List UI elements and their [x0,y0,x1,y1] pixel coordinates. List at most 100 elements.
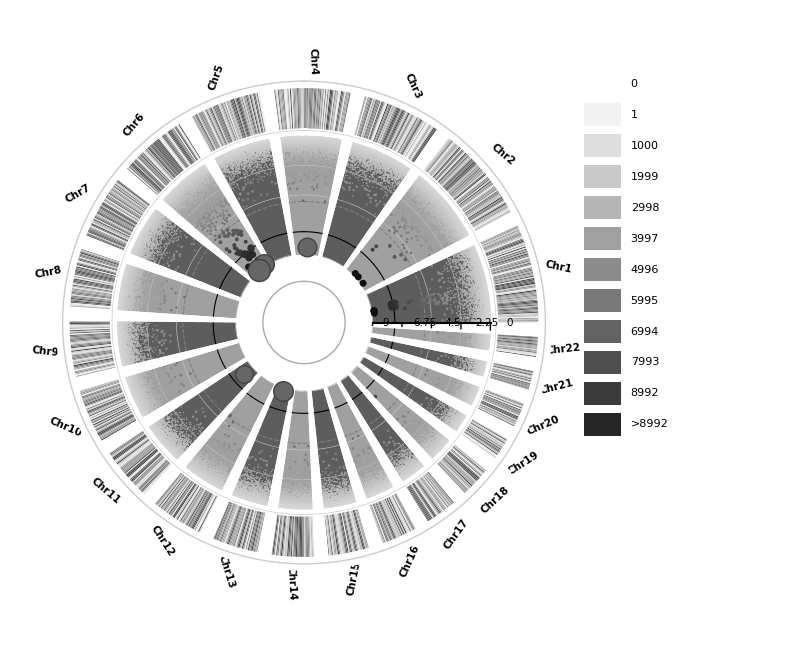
Point [202,451,214,461]
Point [476,301,489,311]
Point [207,477,220,487]
Point [138,390,151,400]
Point [332,499,345,510]
Point [476,266,489,276]
Point [422,449,435,459]
Point [130,273,142,284]
Point [157,430,170,440]
Point [166,446,178,456]
Point [478,275,491,285]
Point [175,179,188,189]
Point [128,384,141,394]
Point [438,196,450,206]
Point [350,141,363,152]
Point [122,263,135,273]
Point [126,373,138,383]
Point [286,501,298,511]
Point [228,490,241,501]
Point [414,461,426,471]
Point [439,197,452,208]
Point [150,213,162,223]
Point [297,138,310,148]
Point [192,460,205,470]
Point [128,332,141,342]
Point [431,445,444,455]
Point [218,157,231,167]
Point [113,328,126,338]
Point [476,279,489,290]
Point [141,224,154,234]
Point [243,488,256,498]
Point [472,252,485,263]
Point [299,491,312,501]
Point [412,423,425,433]
Point [203,461,216,471]
Point [263,480,276,490]
Point [362,492,374,502]
Point [462,360,475,370]
Point [292,501,305,511]
Point [184,462,197,473]
Point [199,457,212,467]
Point [191,452,204,462]
Point [363,144,376,155]
Point [346,495,358,506]
Point [330,491,342,501]
Point [118,347,130,357]
Point [408,181,421,191]
Point [116,277,129,288]
Point [354,147,366,157]
Point [162,433,174,443]
Point [465,247,478,257]
Point [415,429,428,439]
Point [395,172,408,182]
Point [118,296,131,306]
Point [421,196,434,206]
Point [477,317,490,327]
Point [433,444,446,455]
Point [327,501,340,511]
Point [185,457,198,468]
Point [165,189,178,199]
Point [208,442,221,453]
Point [255,136,268,146]
Point [477,268,490,279]
Point [482,342,494,353]
Point [304,493,317,503]
Point [418,427,431,437]
Point [173,192,186,203]
Point [481,312,494,322]
Point [361,476,374,486]
Point [468,365,481,375]
Point [449,214,462,224]
Point [462,261,475,272]
Point [131,392,144,402]
Point [127,317,140,327]
Point [278,497,291,507]
Point [242,146,254,156]
Point [145,242,158,252]
Point [154,437,167,447]
Point [438,222,451,232]
Point [157,423,170,433]
Point [254,487,267,497]
Point [401,470,414,480]
Point [121,278,134,288]
Point [253,481,266,491]
Point [220,152,233,163]
Point [181,178,194,188]
Point [303,502,316,513]
Point [428,195,441,205]
Point [312,136,325,146]
Point [370,470,383,480]
Point [408,458,421,468]
Point [330,497,343,508]
Point [114,298,127,308]
Point [379,152,392,163]
Point [453,233,466,243]
Point [150,422,163,432]
Point [298,503,310,513]
Point [419,183,432,194]
Point [286,501,298,511]
Point [185,174,198,184]
